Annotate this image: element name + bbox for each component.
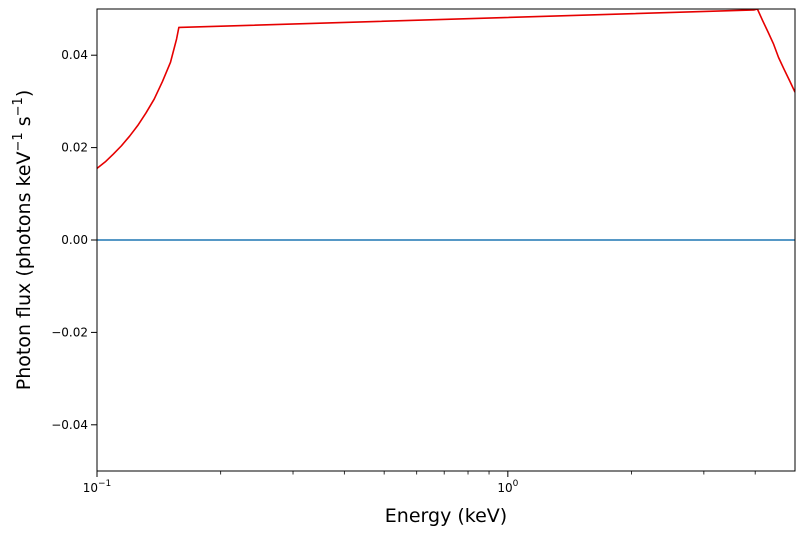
- series-layer: [97, 9, 795, 241]
- y-tick-label-2: 0.00: [61, 233, 88, 247]
- y-tick-label-1: −0.02: [51, 325, 88, 339]
- ticks-layer: 10−1 100 −0.04 −0.02 0.00 0.02 0.04: [51, 48, 756, 495]
- y-tick-label-0: −0.04: [51, 418, 88, 432]
- series-line-0: [97, 9, 795, 170]
- y-tick-label-3: 0.02: [61, 141, 88, 155]
- y-axis-label: Photon flux (photons keV−1 s−1): [11, 90, 35, 391]
- plot-frame: [96, 8, 796, 472]
- x-axis-label: Energy (keV): [385, 505, 507, 527]
- x-tick-label-1: 100: [497, 479, 518, 495]
- x-tick-label-0: 10−1: [83, 479, 112, 495]
- y-tick-label-4: 0.04: [61, 48, 88, 62]
